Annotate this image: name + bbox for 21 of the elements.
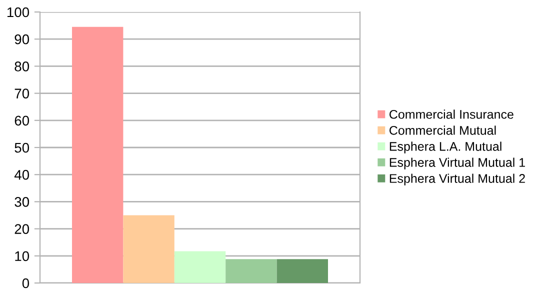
bar bbox=[226, 259, 277, 283]
legend-label: Commercial Insurance bbox=[390, 110, 514, 119]
y-tick-label: 80 bbox=[14, 62, 30, 72]
y-tick-label: 30 bbox=[14, 197, 30, 207]
bar bbox=[276, 259, 328, 283]
y-tick-label: 10 bbox=[15, 251, 30, 262]
bar bbox=[174, 251, 226, 283]
y-tick-label: 40 bbox=[14, 170, 30, 180]
y-tick-label: 20 bbox=[14, 224, 30, 234]
bar bbox=[72, 26, 124, 283]
y-tick-label: 50 bbox=[14, 142, 30, 153]
legend-label: Esphera Virtual Mutual 2 bbox=[390, 174, 525, 186]
y-tick-label: 90 bbox=[14, 34, 30, 44]
legend-label: Esphera Virtual Mutual 1 bbox=[390, 158, 525, 170]
y-tick-label: 100 bbox=[7, 7, 30, 18]
legend-label: Esphera L.A. Mutual bbox=[390, 142, 502, 154]
y-tick-label: 60 bbox=[14, 116, 30, 126]
y-tick-label: 0 bbox=[22, 278, 30, 288]
bar bbox=[123, 215, 174, 283]
y-tick-label: 70 bbox=[14, 88, 30, 98]
legend-label: Commercial Mutual bbox=[390, 126, 496, 135]
